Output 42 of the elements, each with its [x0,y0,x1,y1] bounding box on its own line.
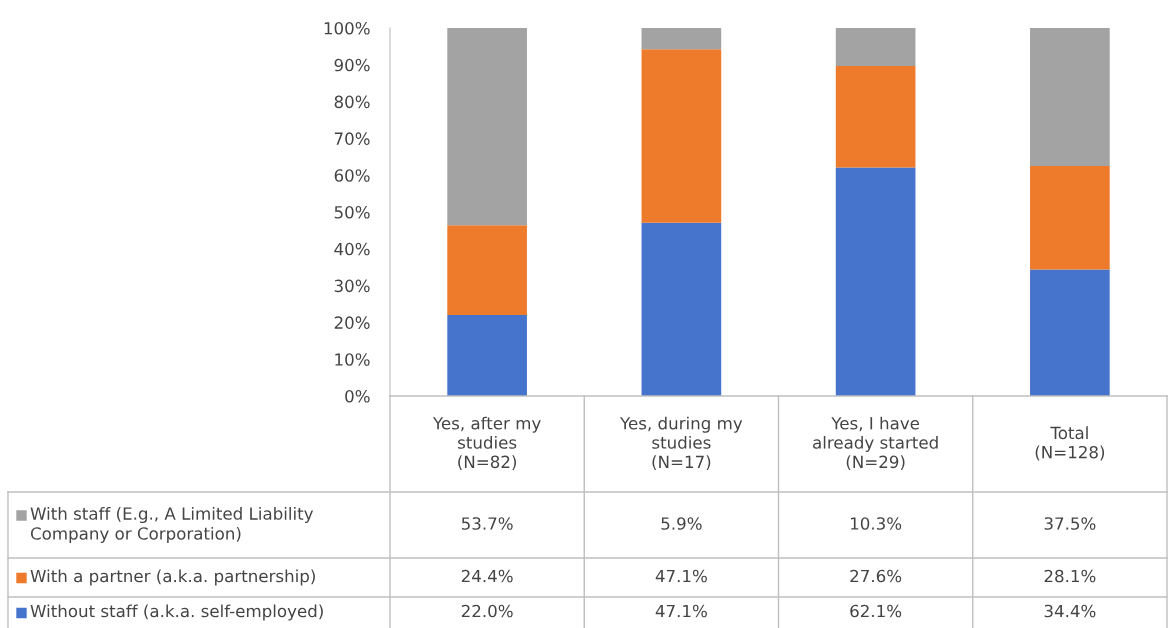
y-tick-label: 50% [334,205,370,219]
x-tick-label: Total (N=128) [1035,426,1105,461]
data-label: 47.1% [655,569,707,583]
bar [1030,269,1110,396]
y-tick-label: 70% [334,132,370,145]
data-label: 24.4% [461,569,513,583]
data-label: 34.4% [1044,604,1096,618]
legend-label: With a partner (a.k.a. partnership) [30,569,315,586]
data-label: 5.9% [661,517,702,530]
y-tick-label: 20% [334,316,370,329]
x-tick-label: Yes, during my studies (N=17) [620,416,743,471]
bar [835,167,916,396]
y-tick-label: 0% [345,389,370,403]
bar [447,225,527,316]
bar [835,65,916,168]
y-tick-label: 30% [334,279,370,293]
data-label: 28.1% [1044,569,1096,583]
bar [835,28,916,66]
legend-label: With staff (E.g., A Limited Liability Company or Corporation) [30,506,314,544]
y-tick-label: 10% [335,353,370,366]
bar [641,28,722,50]
data-label: 37.5% [1044,517,1096,530]
bar [447,28,527,226]
y-tick-label: 100% [324,21,370,35]
bar [1030,28,1110,166]
data-label: 53.7% [461,517,513,530]
x-tick-label: Yes, after my studies (N=82) [432,416,541,471]
y-tick-label: 90% [334,58,370,72]
data-label: 10.3% [850,517,902,530]
bar [641,49,722,223]
data-label: 62.1% [850,604,902,618]
data-label: 22.0% [461,604,513,618]
y-tick-label: 60% [334,169,370,182]
data-label: 47.1% [655,604,707,618]
bar [641,222,722,396]
bar [447,315,527,396]
bar [1030,166,1110,270]
y-tick-label: 40% [334,242,370,256]
data-label: 27.6% [850,569,902,583]
x-tick-label: Yes, I have already started (N=29) [813,416,938,471]
legend-label: Without staff (a.k.a. self-employed) [30,604,323,621]
y-tick-label: 80% [334,95,370,109]
